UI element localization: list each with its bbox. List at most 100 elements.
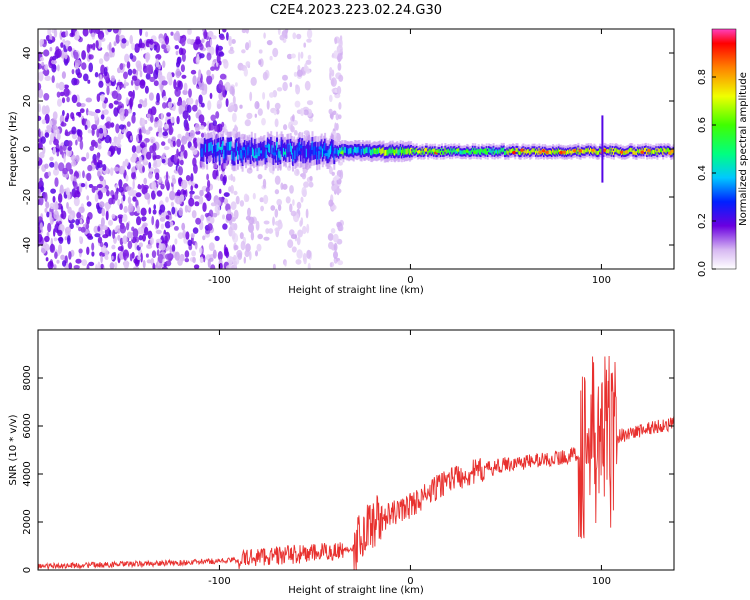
spectrogram-noise-dot (232, 95, 236, 105)
spectrogram-noise-dot (73, 176, 77, 182)
signal-band-core (380, 149, 383, 155)
spectrogram-noise-dot (71, 77, 78, 86)
signal-band-core (513, 148, 516, 153)
spectrogram-noise-dot (196, 53, 200, 63)
signal-band-core (648, 150, 651, 155)
signal-band-core (430, 149, 433, 154)
signal-band-core (555, 149, 558, 154)
spectrogram-noise-dot (164, 221, 171, 229)
spectrogram-noise-dot (69, 223, 74, 230)
spectrogram-noise-dot (81, 50, 86, 60)
spectrogram-noise-dot (131, 167, 135, 173)
spectrogram-noise-dot (227, 209, 232, 215)
signal-band-core (536, 149, 539, 154)
signal-band-core (279, 151, 282, 160)
spectrogram-noise-dot (202, 235, 206, 241)
spectrogram-noise-dot (47, 222, 52, 233)
spectrogram-noise-dot (112, 229, 116, 239)
signal-band-core (359, 148, 362, 155)
spectrogram-y-tick-label: -40 (22, 237, 33, 253)
spectrogram-noise-dot (160, 183, 165, 190)
signal-band-core (287, 143, 290, 153)
spectrogram-noise-dot (155, 238, 162, 244)
spectrogram-noise-dot (55, 82, 60, 89)
spectrogram-noise-dot (274, 220, 281, 226)
spectrogram-noise-dot (89, 145, 95, 152)
spectrogram-noise-dot (258, 49, 263, 54)
spectrogram-noise-dot (153, 159, 157, 167)
spectrogram-noise-dot (51, 59, 57, 65)
snr-x-tick-label: -100 (208, 576, 231, 587)
signal-band-core (653, 149, 655, 154)
spectrogram-noise-dot (52, 125, 58, 131)
spectrogram-noise-dot (338, 74, 344, 82)
spectrogram-noise-dot (79, 218, 83, 225)
signal-band-core (421, 148, 424, 153)
spectrogram-noise-dot (146, 259, 152, 264)
spectrogram-noise-dot (208, 209, 214, 218)
spectrogram-noise-dot (53, 210, 59, 220)
spectrogram-noise-dot (140, 252, 143, 263)
spectrogram-noise-dot (112, 29, 119, 34)
spectrogram-noise-dot (125, 186, 132, 191)
signal-band-core (556, 150, 559, 155)
signal-band-core (209, 142, 212, 151)
signal-band-core (397, 149, 400, 156)
signal-band-core (345, 148, 348, 154)
signal-band-core (237, 150, 239, 160)
spectrogram-noise-dot (71, 69, 75, 75)
spectrogram-noise-dot (296, 33, 302, 40)
signal-band-peak (423, 148, 429, 152)
spectrogram-noise-dot (129, 253, 133, 262)
signal-band-peak (478, 148, 484, 152)
spectrogram-noise-dot (94, 141, 98, 149)
signal-band-core (636, 148, 639, 153)
spectrogram-noise-dot (115, 34, 120, 44)
spectrogram-noise-dot (173, 79, 177, 90)
spectrogram-noise-dot (148, 207, 152, 215)
signal-band-core (245, 149, 247, 158)
spectrogram-noise-dot (285, 196, 291, 204)
spectrogram-noise-dot (58, 236, 64, 244)
signal-band-core (218, 152, 221, 162)
spectrogram-noise-dot (171, 206, 176, 215)
signal-band-core (225, 147, 228, 156)
spectrogram-noise-dot (135, 60, 142, 69)
signal-band-core (595, 150, 598, 155)
signal-band-core (407, 147, 410, 154)
spectrogram-noise-dot (306, 29, 313, 39)
spectrogram-noise-dot (65, 226, 71, 234)
spectrogram-noise-dot (53, 168, 59, 176)
spectrogram-noise-dot (162, 102, 167, 109)
signal-band-core (551, 150, 553, 155)
signal-band-core (490, 148, 493, 153)
spectrogram-noise-dot (199, 125, 205, 130)
signal-band-core (537, 150, 540, 155)
spectrogram-noise-dot (330, 228, 336, 234)
spectrogram-noise-dot (243, 256, 246, 264)
spectrogram-noise-dot (255, 250, 258, 257)
spectrogram-noise-dot (337, 260, 344, 266)
spectrogram-noise-dot (86, 246, 90, 255)
signal-band-core (272, 152, 275, 161)
signal-band-core (599, 148, 602, 153)
spectrogram-noise-dot (148, 162, 152, 169)
spectrogram-noise-dot (294, 100, 301, 108)
signal-band-core (496, 149, 498, 154)
signal-band-core (446, 149, 449, 154)
spectrogram-noise-dot (122, 194, 126, 202)
spectrogram-noise-dot (65, 30, 69, 37)
signal-band-core (609, 147, 612, 152)
spectrogram-noise-dot (194, 123, 200, 132)
signal-band-core (661, 148, 663, 153)
spectrogram-noise-dot (130, 79, 134, 86)
signal-band-core (406, 148, 409, 155)
spectrogram-noise-dot (119, 63, 124, 70)
spectrogram-noise-dot (191, 210, 197, 219)
spectrogram-noise-dot (186, 38, 192, 45)
signal-band-core (341, 146, 344, 153)
spectrogram-noise-dot (155, 219, 160, 229)
spectrogram-noise-dot (59, 145, 63, 155)
spectrogram-noise-dot (113, 166, 120, 172)
spectrogram-noise-dot (59, 114, 65, 125)
